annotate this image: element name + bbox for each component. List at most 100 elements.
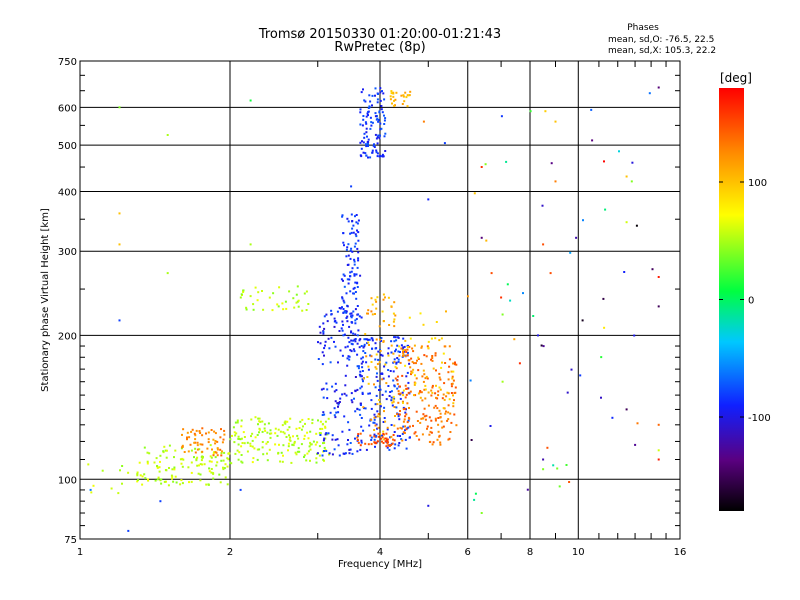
data-point <box>389 391 392 393</box>
data-point <box>242 291 245 293</box>
data-point <box>625 221 628 224</box>
data-point <box>232 426 235 429</box>
data-point <box>220 452 223 455</box>
data-point <box>351 401 354 404</box>
data-point <box>368 338 371 341</box>
data-point <box>357 433 360 436</box>
data-point <box>414 374 416 377</box>
data-point <box>208 467 211 470</box>
data-point <box>382 433 385 435</box>
data-point <box>159 500 162 503</box>
data-point <box>137 479 139 482</box>
data-point <box>384 296 386 299</box>
data-point <box>383 119 386 122</box>
data-point <box>440 366 443 369</box>
data-point <box>121 465 124 467</box>
data-point <box>254 416 257 419</box>
data-point <box>408 407 410 409</box>
data-point <box>391 102 393 105</box>
data-point <box>526 488 529 491</box>
data-point <box>542 345 545 348</box>
data-point <box>369 116 372 119</box>
data-point <box>351 220 354 222</box>
data-point <box>374 403 377 406</box>
data-point <box>366 342 369 345</box>
data-point <box>316 441 319 444</box>
colorbar <box>719 88 744 511</box>
data-point <box>136 480 139 483</box>
data-point <box>381 393 384 396</box>
data-point <box>303 437 306 440</box>
data-point <box>359 402 362 405</box>
data-point <box>450 392 453 394</box>
data-point <box>394 443 397 446</box>
data-point <box>259 420 262 423</box>
data-point <box>210 468 213 470</box>
data-point <box>379 402 382 405</box>
data-point <box>324 420 327 423</box>
data-point <box>350 321 353 324</box>
data-point <box>376 440 379 443</box>
data-point <box>377 358 380 361</box>
data-point <box>362 350 365 353</box>
data-point <box>303 456 305 458</box>
data-point <box>392 312 395 315</box>
data-point <box>604 208 607 211</box>
data-point <box>375 307 378 310</box>
data-point <box>341 354 344 357</box>
data-point <box>343 415 346 418</box>
data-point <box>360 345 363 347</box>
data-point <box>226 483 229 486</box>
data-point <box>171 477 173 480</box>
data-point <box>234 452 237 455</box>
data-point <box>414 382 417 385</box>
data-point <box>407 346 409 348</box>
data-point <box>452 379 455 382</box>
data-point <box>201 443 204 446</box>
data-point <box>402 431 405 434</box>
data-point <box>348 448 351 451</box>
colorbar-tick-label: 100 <box>748 178 767 189</box>
data-point <box>246 441 249 444</box>
data-point <box>240 419 243 422</box>
data-point <box>379 388 382 391</box>
data-point <box>354 322 357 325</box>
data-point <box>361 370 364 372</box>
data-point <box>600 356 603 359</box>
data-point <box>210 429 213 431</box>
data-point <box>239 296 242 299</box>
data-point <box>328 347 331 350</box>
data-point <box>209 455 212 458</box>
data-point <box>480 166 483 168</box>
data-point <box>575 236 578 239</box>
data-point <box>378 399 381 401</box>
data-point <box>118 243 121 246</box>
data-point <box>354 291 357 293</box>
data-point <box>252 303 255 306</box>
data-point <box>325 382 328 385</box>
data-point <box>582 219 584 222</box>
data-point <box>657 458 660 461</box>
data-point <box>239 488 242 491</box>
data-point <box>386 428 389 431</box>
data-point <box>382 293 385 296</box>
data-point <box>144 477 147 480</box>
data-point <box>381 372 384 375</box>
data-point <box>307 437 310 440</box>
data-point <box>337 444 340 447</box>
data-point <box>411 347 414 350</box>
data-point <box>383 135 386 138</box>
data-point <box>394 365 397 368</box>
data-point <box>387 369 390 371</box>
data-point <box>373 433 376 436</box>
data-point <box>233 431 236 434</box>
data-point <box>349 442 352 444</box>
data-point <box>191 428 194 431</box>
data-point <box>413 383 416 386</box>
data-point <box>358 408 361 411</box>
data-point <box>350 350 353 353</box>
data-point <box>374 386 377 389</box>
data-point <box>297 437 300 440</box>
data-point <box>158 470 161 473</box>
data-point <box>352 224 355 227</box>
